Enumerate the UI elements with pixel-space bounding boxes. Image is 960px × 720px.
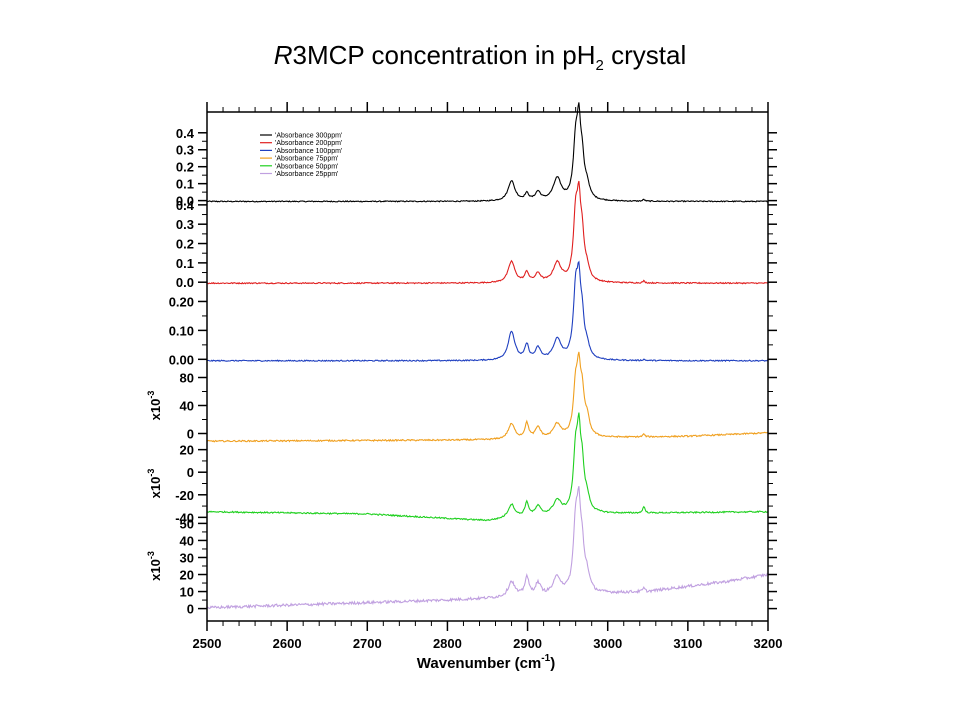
panels-group: 0.00.10.20.30.40.00.10.20.30.40.000.100.… bbox=[146, 102, 777, 617]
series-line-5 bbox=[206, 412, 769, 522]
x-axis-label-sup: -1 bbox=[541, 653, 550, 664]
x-tick-label: 2500 bbox=[193, 636, 222, 651]
y-tick-label: 0 bbox=[187, 465, 194, 480]
plot-frame bbox=[206, 111, 769, 622]
legend-label: 'Absorbance 75ppm' bbox=[275, 156, 338, 163]
y-tick-label: 0.1 bbox=[176, 177, 194, 192]
y-tick-label: 0.4 bbox=[176, 198, 195, 213]
legend-label: 'Absorbance 300ppm' bbox=[275, 133, 342, 140]
y-tick-label: 0.2 bbox=[176, 160, 194, 175]
x-tick-label: 3200 bbox=[754, 636, 783, 651]
chart-title: R3MCP concentration in pH2 crystal bbox=[0, 40, 960, 74]
chart-title-prefix: R bbox=[273, 40, 293, 70]
panel-6: 0 10 20 30 40 50 x10-3 bbox=[146, 486, 777, 617]
y-axis-label-sup: -3 bbox=[146, 551, 156, 559]
x-axis: 2500 2600 2700 2800 2900 3000 3100 3200 bbox=[193, 102, 783, 651]
x-tick-label: 2600 bbox=[273, 636, 302, 651]
x-tick-label: 3000 bbox=[593, 636, 622, 651]
y-tick-label: 0.3 bbox=[176, 143, 194, 158]
series-line-2 bbox=[207, 180, 769, 285]
y-tick-label: 0.4 bbox=[176, 126, 195, 141]
panel-3: 0.00 0.10 0.20 bbox=[169, 260, 777, 367]
series-line-3 bbox=[206, 260, 769, 363]
panel-2: 0.0 0.1 0.2 0.3 0.4 bbox=[176, 180, 777, 290]
y-axis-label: x10-3 bbox=[146, 469, 163, 499]
panel-1: 0.0 0.1 0.2 0.3 0.4 bbox=[176, 102, 777, 209]
x-axis-label-text: Wavenumber (cm bbox=[417, 655, 541, 672]
x-axis-label-close: ) bbox=[550, 655, 555, 672]
y-tick-label: 20 bbox=[180, 568, 194, 583]
y-tick-label: 10 bbox=[180, 585, 194, 600]
series-line-6 bbox=[206, 486, 769, 610]
y-tick-label: 40 bbox=[180, 533, 194, 548]
x-tick-label: 2800 bbox=[433, 636, 462, 651]
chart-title-suffix: crystal bbox=[603, 40, 687, 70]
y-tick-label: -40 bbox=[175, 510, 194, 525]
y-tick-label: 30 bbox=[180, 550, 194, 565]
y-axis-label-sup: -3 bbox=[146, 469, 156, 477]
y-axis-label-sup: -3 bbox=[146, 391, 156, 399]
y-axis-label: x10-3 bbox=[146, 391, 163, 421]
y-tick-label: 0.00 bbox=[169, 352, 194, 367]
y-tick-label: 80 bbox=[180, 371, 194, 386]
y-tick-label: 0.10 bbox=[169, 323, 194, 338]
y-tick-label: 0 bbox=[187, 427, 194, 442]
y-tick-label: 0.20 bbox=[169, 294, 194, 309]
legend-label: 'Absorbance 100ppm' bbox=[275, 148, 342, 155]
series-line-4 bbox=[206, 351, 769, 443]
legend-label: 'Absorbance 200ppm' bbox=[275, 140, 342, 147]
y-tick-label: 0.0 bbox=[176, 194, 194, 209]
y-axis-label-text: x10 bbox=[148, 399, 163, 421]
y-tick-label: 0.1 bbox=[176, 256, 194, 271]
x-tick-label: 2900 bbox=[513, 636, 542, 651]
y-tick-label: 50 bbox=[180, 516, 194, 531]
chart-title-subscript: 2 bbox=[595, 57, 604, 75]
panel-4: 0 40 80 x10-3 bbox=[146, 351, 777, 443]
y-axis-label-text: x10 bbox=[148, 477, 163, 499]
y-tick-label: -20 bbox=[175, 488, 194, 503]
chart-title-main: 3MCP concentration in pH bbox=[292, 40, 596, 70]
series-line-1 bbox=[206, 102, 768, 203]
legend-label: 'Absorbance 25ppm' bbox=[275, 171, 338, 178]
y-tick-label: 0.0 bbox=[176, 275, 194, 290]
y-axis-label-text: x10 bbox=[148, 559, 163, 581]
y-tick-label: 0.2 bbox=[176, 237, 194, 252]
y-axis-label: x10-3 bbox=[146, 551, 163, 581]
y-tick-label: 40 bbox=[180, 399, 194, 414]
y-tick-label: 20 bbox=[180, 443, 194, 458]
x-axis-label: Wavenumber (cm-1) bbox=[417, 653, 555, 672]
legend-label: 'Absorbance 50ppm' bbox=[275, 163, 338, 170]
x-tick-label: 3100 bbox=[673, 636, 702, 651]
y-tick-label: 0.3 bbox=[176, 217, 194, 232]
y-tick-label: 0 bbox=[187, 602, 194, 617]
legend: 'Absorbance 300ppm''Absorbance 200ppm''A… bbox=[260, 133, 342, 178]
x-tick-label: 2700 bbox=[353, 636, 382, 651]
